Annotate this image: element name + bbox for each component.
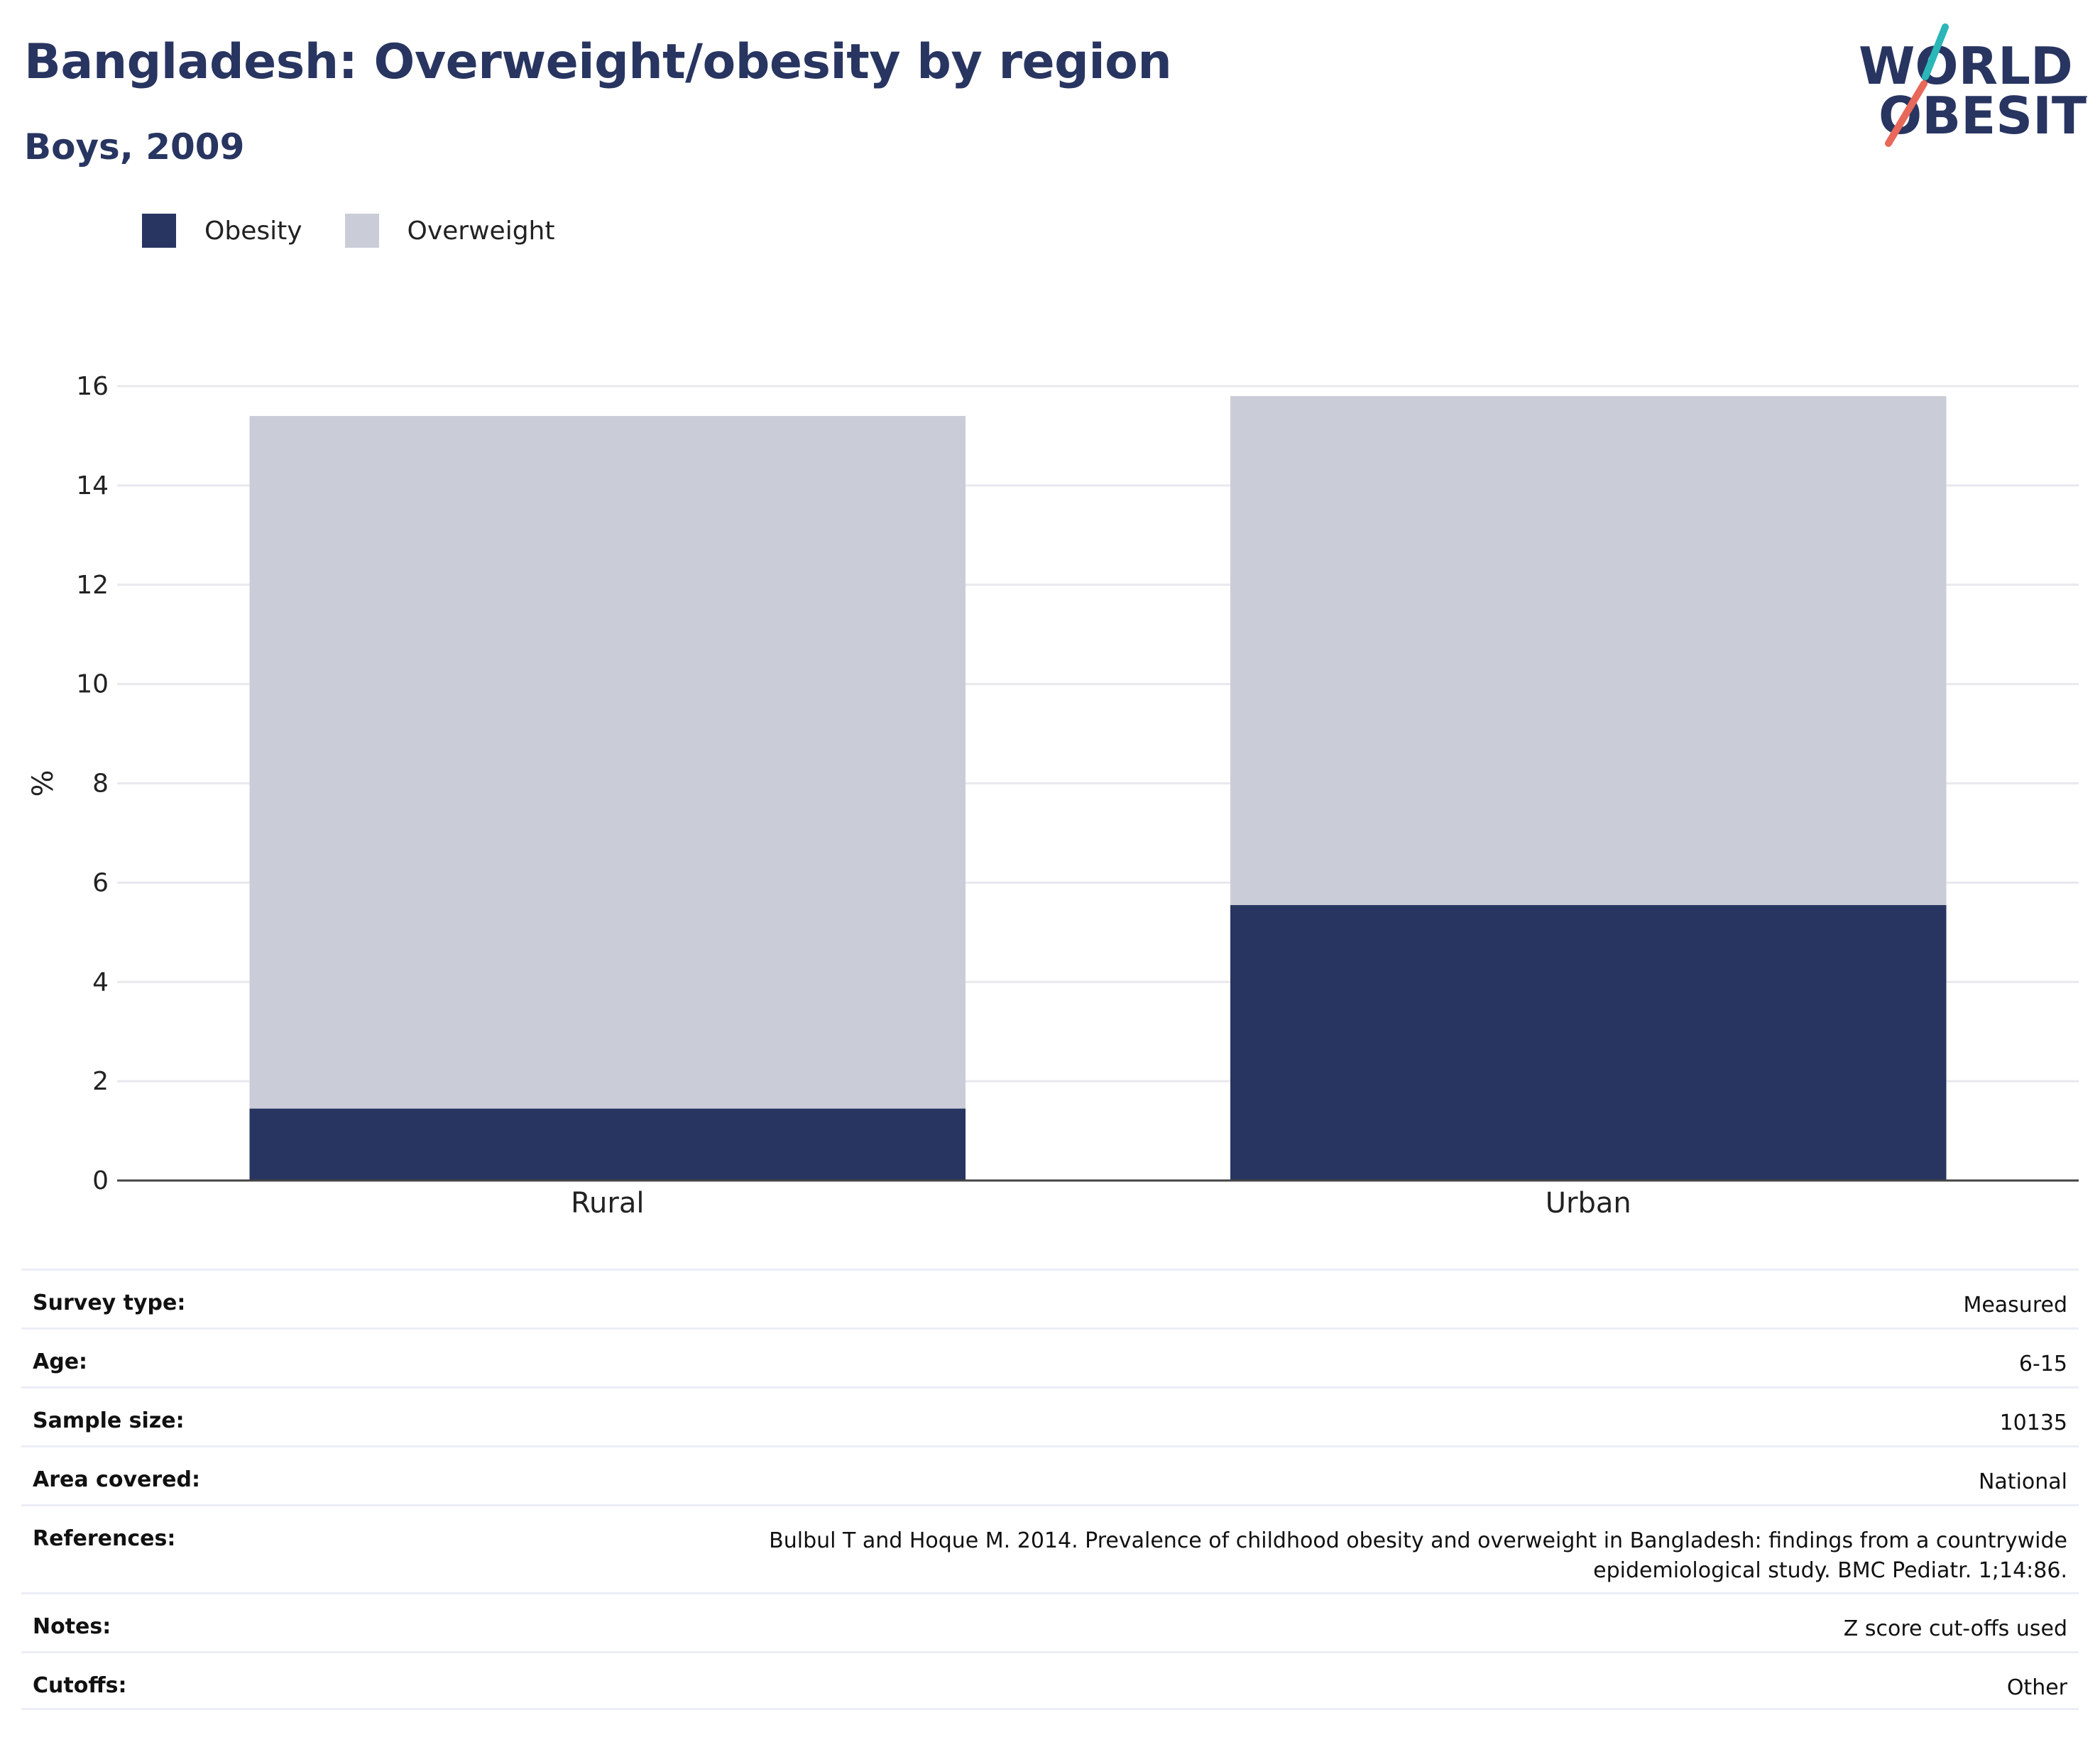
y-tick-label: 16 <box>76 372 109 401</box>
legend-item-obesity[interactable]: Obesity <box>142 214 302 248</box>
info-row: Area covered: National <box>21 1445 2079 1504</box>
info-row: Notes: Z score cut-offs used <box>21 1592 2079 1651</box>
bar-chart: 0 2 4 6 8 10 12 14 16% Rural Urban <box>27 372 2079 1220</box>
logo-text-obesity: OBESITY <box>1878 86 2087 146</box>
info-key: References: <box>33 1526 176 1551</box>
info-key: Area covered: <box>33 1467 200 1492</box>
y-tick-label: 12 <box>76 571 109 600</box>
y-tick-label: 8 <box>92 770 109 799</box>
y-axis-title: % <box>27 770 60 796</box>
info-value: Bulbul T and Hoque M. 2014. Prevalence o… <box>769 1528 2067 1583</box>
logo-text-world: WORLD <box>1859 36 2073 96</box>
legend-label-overweight: Overweight <box>407 216 555 246</box>
y-tick-label: 6 <box>92 868 109 897</box>
info-value: Z score cut-offs used <box>1843 1616 2067 1641</box>
x-tick-label: Urban <box>1546 1187 1631 1220</box>
legend-swatch-overweight <box>344 214 379 248</box>
y-tick-label: 0 <box>92 1166 109 1195</box>
y-tick-label: 4 <box>92 968 109 997</box>
info-key: Sample size: <box>33 1408 185 1433</box>
bar-obesity-urban <box>1230 904 1947 1181</box>
bar-overweight-urban <box>1230 395 1947 905</box>
y-tick-label: 14 <box>76 471 109 500</box>
info-row: Age: 6-15 <box>21 1327 2079 1386</box>
info-key: Survey type: <box>33 1291 186 1315</box>
info-value: 10135 <box>1999 1411 2067 1435</box>
chart-legend: Obesity Overweight <box>142 213 597 248</box>
x-tick-label: Rural <box>571 1187 644 1220</box>
logo-slash-bottom <box>1885 80 1927 147</box>
info-value: National <box>1978 1469 2067 1494</box>
info-key: Cutoffs: <box>33 1673 127 1698</box>
chart-title: Bangladesh: Overweight/obesity by region <box>24 34 1172 90</box>
info-key: Notes: <box>33 1614 111 1639</box>
info-value: 6-15 <box>2018 1352 2067 1376</box>
world-obesity-logo: WORLD OBESITY <box>1859 23 2087 147</box>
y-tick-label: 2 <box>92 1067 109 1096</box>
legend-item-overweight[interactable]: Overweight <box>344 214 555 248</box>
survey-info-table: Survey type: Measured Age: 6-15 Sample size:… <box>21 1269 2079 1710</box>
info-value: Other <box>2006 1675 2067 1700</box>
logo-slash-top <box>1922 23 1949 80</box>
info-key: Age: <box>33 1349 88 1374</box>
chart-subtitle: Boys, 2009 <box>24 126 245 168</box>
y-tick-label: 10 <box>76 670 109 699</box>
bar-overweight-rural <box>249 415 966 1109</box>
info-row: References: Bulbul T and Hoque M. 2014. P… <box>21 1504 2079 1592</box>
info-row: Survey type: Measured <box>21 1269 2079 1327</box>
info-value: Measured <box>1963 1293 2067 1318</box>
info-row: Cutoffs: Other <box>21 1651 2079 1710</box>
bar-obesity-rural <box>249 1108 966 1181</box>
info-row: Sample size: 10135 <box>21 1386 2079 1445</box>
legend-label-obesity: Obesity <box>204 216 302 246</box>
legend-swatch-obesity <box>142 214 176 248</box>
